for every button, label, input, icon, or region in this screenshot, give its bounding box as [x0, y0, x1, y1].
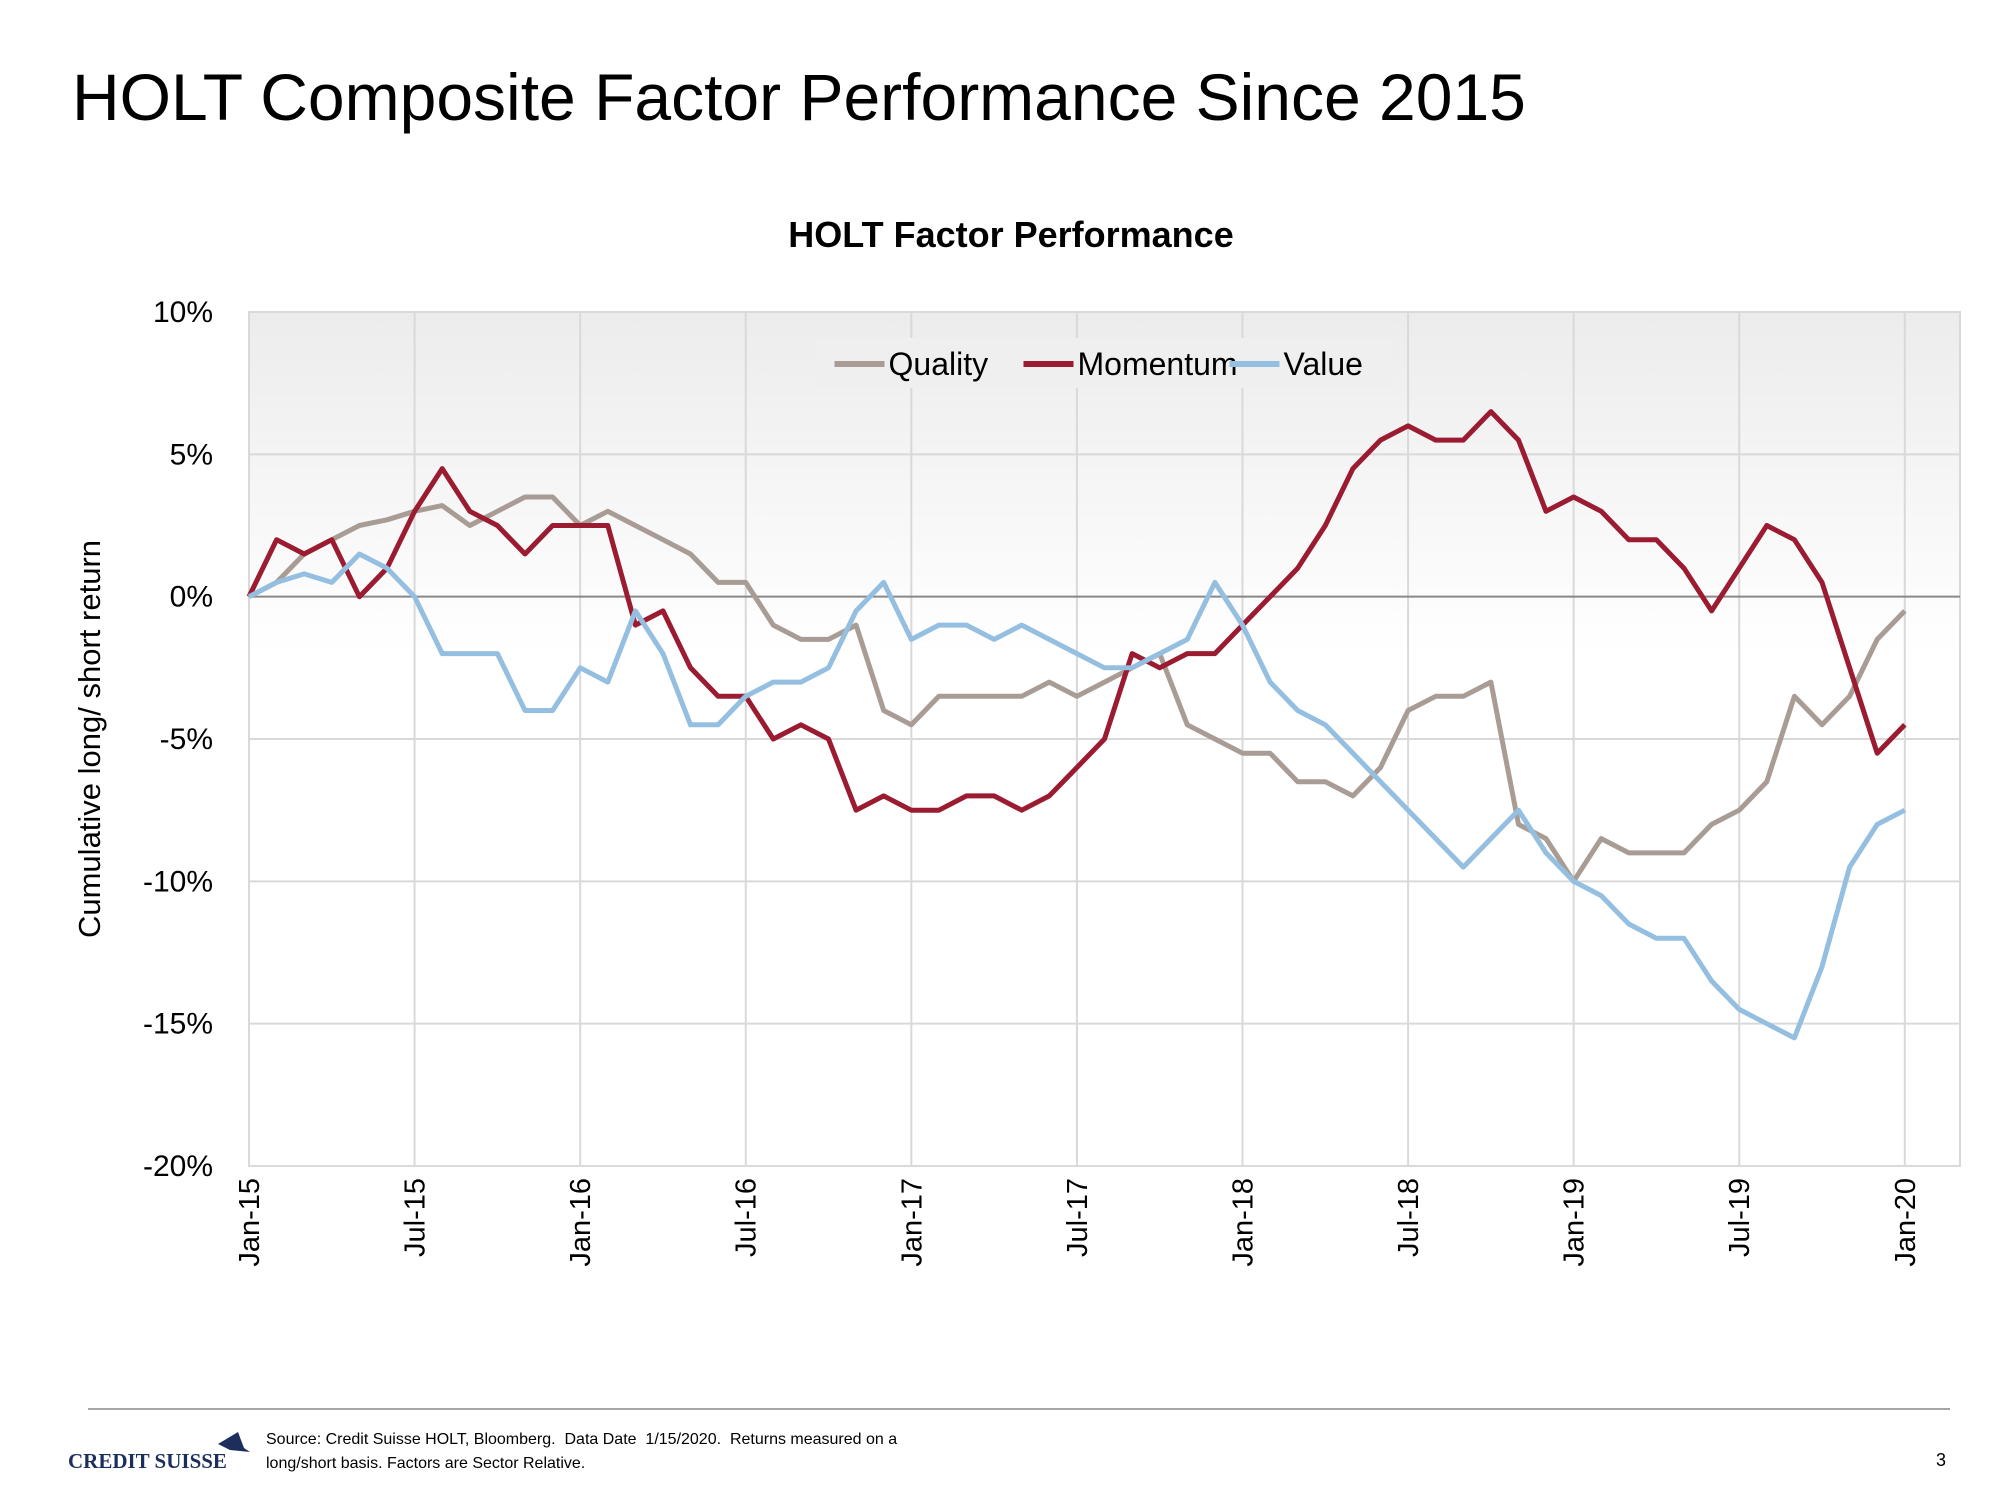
x-tick-label: Jul-17	[1062, 1178, 1094, 1257]
page-number: 3	[1936, 1450, 1946, 1470]
logo: CREDIT SUISSE	[68, 1432, 250, 1473]
x-tick-label: Jul-18	[1393, 1178, 1425, 1257]
y-tick-label: 0%	[170, 581, 213, 614]
source-note: long/short basis. Factors are Sector Rel…	[266, 1455, 585, 1472]
legend-label: Momentum	[1078, 346, 1238, 382]
x-tick-label: Jan-17	[896, 1178, 928, 1267]
legend-box	[814, 338, 1395, 388]
legend-label: Value	[1284, 346, 1363, 382]
y-tick-label: -15%	[143, 1008, 213, 1041]
x-tick-label: Jan-18	[1227, 1178, 1259, 1267]
y-tick-label: -20%	[143, 1150, 213, 1183]
x-tick-label: Jul-15	[400, 1178, 432, 1257]
series-line	[246, 409, 1907, 813]
slide-title: HOLT Composite Factor Performance Since …	[72, 60, 1526, 134]
x-tick-label: Jan-19	[1559, 1178, 1591, 1267]
logo-sail	[218, 1432, 250, 1452]
y-tick-label: -10%	[143, 865, 213, 898]
logo-text: CREDIT SUISSE	[68, 1449, 227, 1473]
source-note: Source: Credit Suisse HOLT, Bloomberg. D…	[266, 1431, 897, 1448]
x-tick-label: Jul-19	[1724, 1178, 1756, 1257]
y-axis-label: Cumulative long/ short return	[72, 540, 107, 938]
chart-title: HOLT Factor Performance	[788, 214, 1233, 255]
series-line	[247, 494, 1907, 884]
y-tick-label: 10%	[153, 296, 213, 329]
x-tick-label: Jan-20	[1890, 1178, 1922, 1267]
x-tick-label: Jul-16	[731, 1178, 763, 1257]
series-line	[247, 551, 1906, 1041]
x-tick-label: Jan-16	[565, 1178, 597, 1267]
legend-label: Quality	[889, 346, 989, 382]
y-tick-label: 5%	[170, 438, 213, 471]
x-tick-label: Jan-15	[234, 1178, 266, 1267]
y-tick-label: -5%	[160, 723, 213, 756]
plot-area: Jan-15 Jul-15 Jan-16 Jul-16 Jan-17 Jul-17 Jan-…	[143, 296, 1961, 1267]
